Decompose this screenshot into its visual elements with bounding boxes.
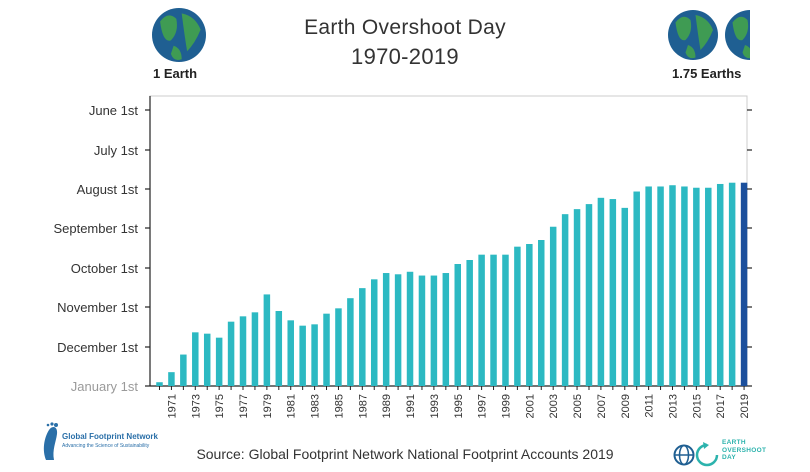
x-tick-label: 1993 — [429, 394, 441, 418]
y-tick-label: October 1st — [71, 261, 139, 276]
bar-1984 — [323, 313, 330, 386]
bar-2008 — [609, 199, 617, 386]
bar-1991 — [406, 271, 414, 386]
x-tick-label: 1983 — [310, 394, 322, 418]
x-tick-label: 1973 — [190, 394, 202, 418]
x-tick-label: 2007 — [596, 394, 608, 418]
globe-icon-right-partial — [725, 10, 750, 60]
globe-icon-right-2 — [725, 10, 750, 60]
bar-1971 — [168, 372, 175, 386]
gfn-name: Global Footprint Network — [62, 432, 158, 441]
x-tick-label: 2011 — [644, 394, 656, 418]
one-earth-label: 1 Earth — [153, 66, 198, 81]
bar-2017 — [716, 183, 724, 386]
y-tick-label: December 1st — [57, 340, 138, 355]
earths-label: 1.75 Earths — [672, 66, 742, 81]
bar-1981 — [287, 320, 294, 386]
bar-1985 — [335, 308, 342, 386]
bar-1990 — [394, 274, 402, 386]
bar-1972 — [180, 354, 187, 386]
bar-1999 — [502, 254, 509, 386]
bar-1974 — [203, 333, 211, 386]
bar-1989 — [382, 273, 390, 386]
bar-1970 — [156, 382, 163, 386]
x-tick-label: 1979 — [262, 394, 274, 418]
bar-1977 — [239, 316, 247, 386]
y-tick-label: August 1st — [77, 182, 139, 197]
x-tick-label: 1995 — [453, 394, 465, 418]
bar-2018 — [728, 182, 736, 386]
x-tick-label: 1981 — [286, 394, 298, 418]
bar-1995 — [454, 264, 461, 386]
bar-2011 — [645, 186, 652, 386]
bar-1986 — [347, 298, 354, 386]
bar-2006 — [585, 204, 593, 386]
x-tick-label: 1977 — [238, 394, 250, 418]
bar-2013 — [669, 185, 676, 386]
bar-1976 — [227, 321, 235, 386]
bar-2001 — [526, 244, 533, 386]
bar-2003 — [549, 226, 557, 386]
globe-icon-right-1 — [668, 10, 718, 60]
bar-1973 — [192, 332, 199, 386]
y-tick-label: June 1st — [89, 103, 139, 118]
x-tick-label: 2001 — [524, 394, 536, 418]
bar-2000 — [514, 246, 521, 386]
earth-overshoot-day-logo-icon — [673, 442, 719, 467]
x-tick-label: 1991 — [405, 394, 417, 418]
x-tick-label: 2013 — [667, 394, 679, 418]
y-tick-label: January 1st — [71, 379, 139, 394]
bar-2010 — [633, 191, 640, 386]
x-tick-label: 1989 — [381, 394, 393, 418]
bar-1975 — [215, 337, 223, 386]
y-tick-label: November 1st — [57, 300, 138, 315]
x-tick-label: 1985 — [333, 394, 345, 418]
chart-title: Earth Overshoot Day — [304, 16, 506, 39]
bar-2015 — [693, 187, 700, 386]
bar-1998 — [490, 254, 497, 386]
x-tick-label: 2003 — [548, 394, 560, 418]
gfn-tagline: Advancing the Science of Sustainability — [62, 443, 150, 449]
bar-2014 — [681, 186, 688, 386]
x-tick-label: 2019 — [739, 394, 751, 418]
bar-2007 — [597, 197, 605, 386]
bar-2009 — [621, 207, 629, 386]
bar-1996 — [466, 260, 473, 386]
bar-2012 — [657, 186, 664, 386]
bar-2005 — [573, 209, 581, 386]
bar-1993 — [430, 275, 438, 386]
bar-1983 — [311, 324, 318, 386]
bar-2002 — [538, 240, 545, 386]
bar-1987 — [359, 288, 366, 386]
bar-1994 — [442, 273, 450, 386]
x-tick-label: 1975 — [214, 394, 226, 418]
bar-1979 — [263, 294, 271, 386]
bar-2004 — [561, 214, 569, 386]
x-tick-label: 2017 — [715, 394, 727, 418]
y-tick-label: July 1st — [94, 143, 138, 158]
x-tick-label: 1971 — [166, 394, 178, 418]
x-tick-label: 2009 — [620, 394, 632, 418]
chart-subtitle: 1970-2019 — [351, 44, 459, 69]
source-note: Source: Global Footprint Network Nationa… — [196, 446, 614, 462]
globe-icon-left — [152, 8, 206, 62]
bar-2016 — [705, 187, 712, 386]
footprint-logo-icon — [43, 422, 58, 460]
x-tick-label: 1997 — [477, 394, 489, 418]
y-tick-label: September 1st — [53, 221, 138, 236]
bar-1992 — [418, 275, 426, 386]
x-tick-label: 1987 — [357, 394, 369, 418]
x-tick-label: 2015 — [691, 394, 703, 418]
x-tick-label: 2005 — [572, 394, 584, 418]
bar-1980 — [275, 311, 283, 386]
bar-1982 — [299, 325, 306, 386]
bar-1978 — [251, 312, 259, 386]
bar-1997 — [478, 254, 485, 386]
x-tick-label: 1999 — [500, 394, 512, 418]
bar-2019 — [740, 182, 748, 386]
bar-1988 — [370, 279, 378, 386]
eod-logo-text: EARTH OVERSHOOT DAY — [722, 439, 767, 461]
